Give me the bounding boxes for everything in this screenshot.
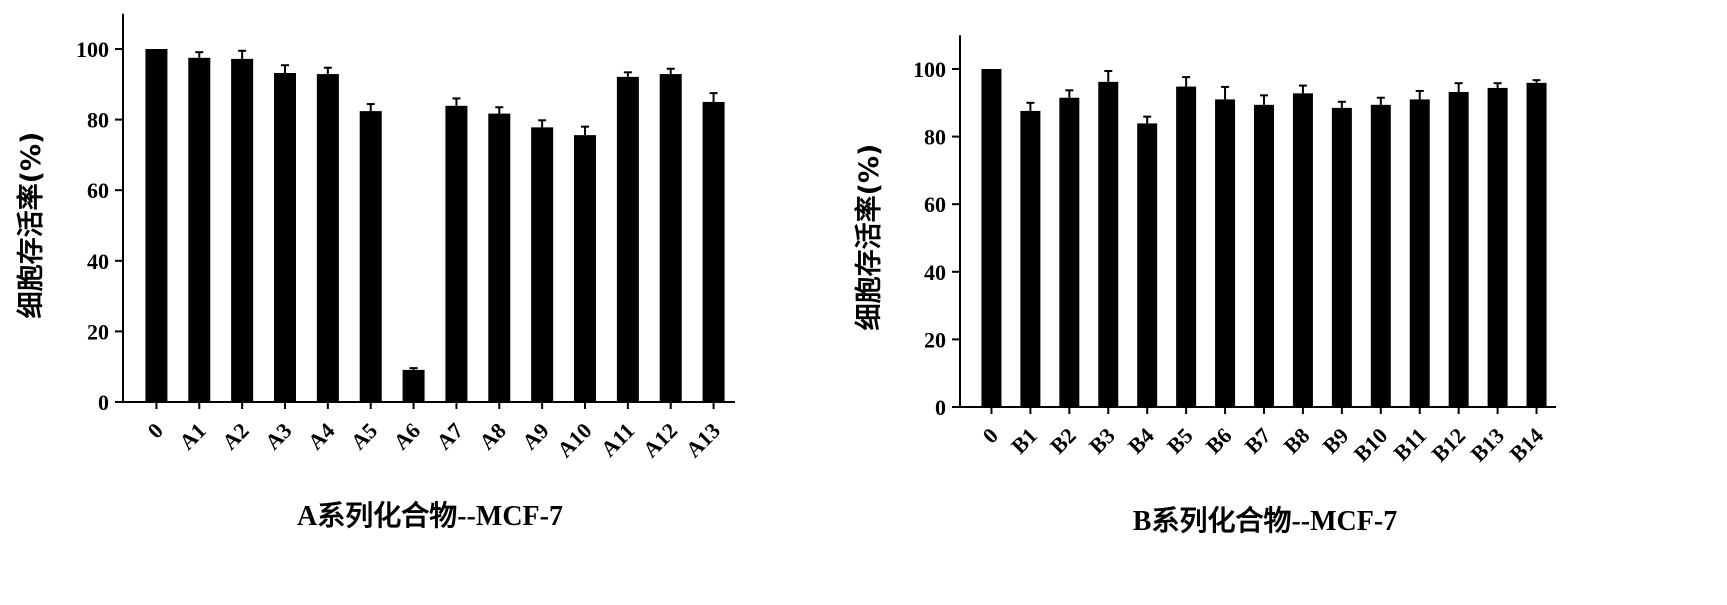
y-tick-label: 60 — [87, 178, 109, 203]
y-axis-title: 细胞存活率(%) — [853, 144, 885, 331]
x-axis-title: A系列化合物--MCF-7 — [297, 499, 563, 532]
bar — [145, 49, 167, 402]
x-tick-label: B12 — [1427, 423, 1471, 467]
x-tick-label: 0 — [978, 423, 1003, 448]
x-tick-label: A11 — [596, 418, 640, 462]
chart-b: 0204060801000B1B2B3B4B5B6B7B8B9B10B11B12… — [853, 35, 1556, 537]
y-tick-label: 100 — [913, 57, 946, 82]
y-tick-label: 80 — [87, 108, 109, 133]
bar — [660, 74, 682, 402]
x-tick-label: A3 — [260, 418, 297, 455]
bar — [617, 77, 639, 402]
bar — [531, 127, 553, 402]
x-tick-label: 0 — [143, 418, 168, 443]
bar — [1254, 105, 1274, 407]
y-tick-label: 100 — [76, 37, 109, 62]
bar — [1449, 92, 1469, 407]
bar — [360, 111, 382, 402]
bar — [1410, 99, 1430, 407]
x-tick-label: B11 — [1389, 423, 1432, 466]
x-tick-label: A2 — [217, 418, 254, 455]
bar — [1098, 82, 1118, 407]
x-tick-label: A13 — [681, 418, 725, 462]
x-tick-label: B13 — [1466, 423, 1510, 467]
bar — [1176, 87, 1196, 407]
x-tick-label: B5 — [1162, 423, 1198, 459]
x-tick-label: B8 — [1279, 423, 1315, 459]
bar — [403, 370, 425, 402]
x-tick-label: B7 — [1240, 423, 1276, 459]
bar — [445, 106, 467, 402]
x-tick-label: B3 — [1084, 423, 1120, 459]
bar — [1488, 88, 1508, 407]
bar — [188, 58, 210, 402]
bar — [703, 102, 725, 402]
x-tick-label: A7 — [431, 418, 468, 455]
x-tick-label: B10 — [1349, 423, 1393, 467]
y-tick-label: 40 — [924, 260, 946, 285]
bar — [1293, 93, 1313, 407]
chart-a: 0204060801000A1A2A3A4A5A6A7A8A9A10A11A12… — [15, 14, 735, 532]
bar — [981, 69, 1001, 407]
x-tick-label: A8 — [474, 418, 511, 455]
x-tick-label: B6 — [1201, 423, 1237, 459]
x-tick-label: B9 — [1318, 423, 1354, 459]
x-tick-label: B14 — [1504, 423, 1548, 467]
bar — [488, 114, 510, 402]
x-tick-label: A6 — [388, 418, 425, 455]
y-tick-label: 40 — [87, 249, 109, 274]
bar — [1332, 108, 1352, 407]
x-tick-label: A12 — [638, 418, 682, 462]
y-tick-label: 60 — [924, 192, 946, 217]
x-tick-label: B4 — [1123, 423, 1159, 459]
y-tick-label: 0 — [935, 395, 946, 420]
bar — [1527, 83, 1547, 407]
bar — [1059, 98, 1079, 407]
bar — [231, 59, 253, 402]
bar — [574, 135, 596, 402]
x-tick-label: A1 — [174, 418, 211, 455]
x-axis-title: B系列化合物--MCF-7 — [1133, 504, 1397, 537]
bar — [1371, 105, 1391, 407]
x-tick-label: A4 — [303, 418, 340, 455]
y-tick-label: 20 — [87, 319, 109, 344]
bar — [274, 73, 296, 402]
y-axis-title: 细胞存活率(%) — [15, 132, 47, 319]
bar — [1020, 111, 1040, 407]
x-tick-label: A10 — [552, 418, 596, 462]
y-tick-label: 0 — [98, 390, 109, 415]
x-tick-label: A9 — [517, 418, 554, 455]
bar — [1137, 123, 1157, 407]
x-tick-label: B2 — [1045, 423, 1081, 459]
y-tick-label: 20 — [924, 327, 946, 352]
y-tick-label: 80 — [924, 125, 946, 150]
bar — [1215, 99, 1235, 407]
x-tick-label: B1 — [1006, 423, 1042, 459]
bar — [317, 74, 339, 402]
x-tick-label: A5 — [346, 418, 383, 455]
